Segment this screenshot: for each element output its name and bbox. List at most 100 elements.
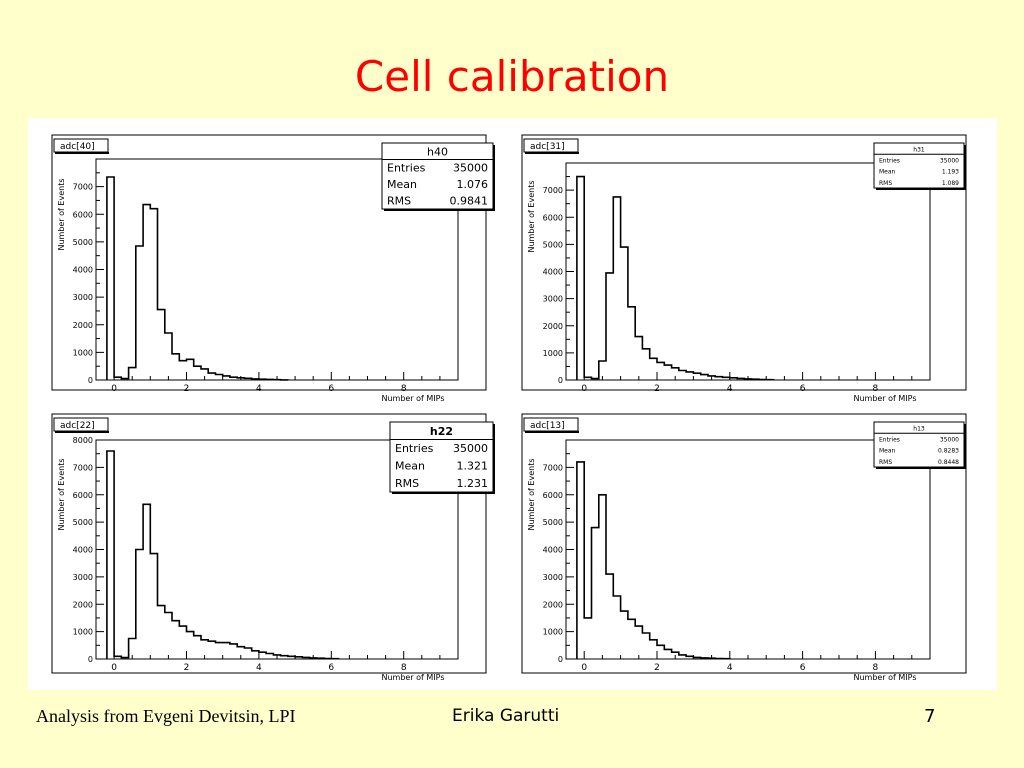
x-tick-label: 2 — [654, 384, 660, 394]
x-tick-label: 0 — [111, 384, 117, 394]
x-tick-label: 6 — [800, 384, 806, 394]
stats-row-value: 1.231 — [457, 477, 489, 490]
y-tick-label: 3000 — [73, 573, 93, 582]
stats-row-label: Mean — [879, 169, 896, 176]
stats-row-label: Mean — [387, 178, 417, 191]
stats-name: h40 — [427, 145, 448, 158]
x-tick-label: 6 — [800, 663, 806, 673]
stats-border — [873, 421, 965, 468]
stats-row-value: 1.089 — [942, 180, 959, 187]
x-axis-label: Number of MIPs — [853, 673, 916, 682]
y-axis-label: Number of Events — [527, 458, 536, 530]
page-number: 7 — [924, 706, 936, 727]
panel-label-box: adc[31] — [523, 138, 579, 154]
x-tick-label: 0 — [581, 384, 587, 394]
x-tick-label: 6 — [328, 384, 334, 394]
stats-row-label: RMS — [387, 194, 411, 207]
y-axis-label: Number of Events — [527, 180, 536, 252]
x-tick-label: 0 — [581, 663, 587, 673]
y-tick-label: 7000 — [73, 183, 93, 192]
x-tick-label: 6 — [328, 663, 334, 673]
x-tick-label: 4 — [727, 663, 733, 673]
x-tick-label: 4 — [256, 663, 262, 673]
stats-box: h22 Entries 35000 Mean 1.321 RMS 1.231 — [389, 421, 495, 494]
stats-box: h31 Entries 35000 Mean 1.193 RMS 1.089 — [873, 142, 966, 190]
stats-border — [381, 142, 494, 210]
panel-label-box: adc[13] — [523, 417, 579, 433]
y-tick-label: 4000 — [73, 266, 93, 275]
x-tick-label: 0 — [111, 663, 117, 673]
x-axis-label: Number of MIPs — [853, 394, 916, 403]
stats-row-value: 1.321 — [457, 460, 489, 473]
y-tick-label: 1000 — [543, 628, 563, 637]
footer-author: Erika Garutti — [452, 706, 560, 726]
y-tick-label: 7000 — [543, 463, 563, 472]
y-tick-label: 3000 — [543, 295, 563, 304]
stats-border — [873, 142, 965, 189]
panel-label: adc[40] — [60, 142, 95, 152]
stats-row-label: RMS — [395, 477, 419, 490]
y-tick-label: 5000 — [73, 518, 93, 527]
stats-row-value: 35000 — [940, 157, 959, 164]
histogram-panel-2: adc[31] 0 2 4 6 8 0 1000 2000 3000 4000 5000 6000 700… — [521, 134, 967, 403]
y-tick-label: 5000 — [543, 518, 563, 527]
y-tick-label: 6000 — [73, 491, 93, 500]
histogram-series — [576, 461, 731, 660]
y-tick-label: 2000 — [543, 322, 563, 331]
y-tick-label: 2000 — [543, 600, 563, 609]
x-axis-label: Number of MIPs — [381, 673, 444, 682]
histogram-series — [106, 450, 340, 660]
y-tick-label: 8000 — [73, 436, 93, 445]
y-tick-label: 4000 — [543, 268, 563, 277]
stats-row-label: Entries — [879, 157, 900, 164]
stats-name: h13 — [913, 425, 925, 432]
stats-border — [389, 421, 494, 493]
histogram-panel-3: adc[22] 0 2 4 6 8 0 1000 2000 3000 4000 5000 6000 700… — [51, 413, 495, 682]
y-tick-label: 5000 — [543, 240, 563, 249]
stats-row-label: Mean — [395, 460, 425, 473]
y-tick-label: 1000 — [543, 349, 563, 358]
y-tick-label: 3000 — [73, 293, 93, 302]
stats-name: h22 — [430, 425, 453, 438]
stats-row-value: 1.076 — [457, 178, 489, 191]
histogram-canvas: adc[40]0 2 4 6 80100020003000400050006000700… — [51, 134, 967, 682]
panel-label: adc[13] — [530, 421, 565, 431]
histogram-series — [576, 175, 775, 381]
y-tick-label: 2000 — [73, 600, 93, 609]
y-tick-label: 0 — [558, 376, 563, 385]
histogram-panel-4: adc[13] 0 2 4 6 8 0 1000 2000 3000 4000 5000 6000 700… — [521, 413, 967, 682]
stats-row-label: Mean — [879, 448, 896, 455]
footer-source: Analysis from Evgeni Devitsin, LPI — [36, 706, 296, 726]
stats-row-value: 35000 — [453, 442, 488, 455]
y-tick-label: 6000 — [73, 210, 93, 219]
stats-row-value: 35000 — [940, 436, 959, 443]
x-tick-label: 2 — [184, 663, 190, 673]
stats-row-value: 1.193 — [942, 169, 959, 176]
x-tick-label: 8 — [401, 663, 407, 673]
x-tick-label: 8 — [401, 384, 407, 394]
stats-row-label: Entries — [879, 436, 900, 443]
y-tick-label: 4000 — [73, 546, 93, 555]
stats-name: h31 — [913, 146, 925, 153]
y-tick-label: 5000 — [73, 238, 93, 247]
stats-row-value: 0.9841 — [450, 194, 489, 207]
stats-row-value: 35000 — [453, 161, 488, 174]
x-tick-label: 8 — [873, 384, 879, 394]
y-axis-label: Number of Events — [57, 458, 66, 530]
y-tick-label: 3000 — [543, 573, 563, 582]
stats-row-label: RMS — [879, 459, 892, 466]
slide-title: Cell calibration — [354, 52, 670, 101]
histogram-figure: adc[40] 0 2 4 6 8 0 1000 2000 3000 4000 5000 6000 700… — [28, 118, 997, 690]
y-tick-label: 7000 — [73, 463, 93, 472]
y-tick-label: 2000 — [73, 321, 93, 330]
x-tick-label: 2 — [184, 384, 190, 394]
stats-row-value: 0.8283 — [938, 448, 959, 455]
stats-row-label: Entries — [387, 161, 426, 174]
y-tick-label: 4000 — [543, 546, 563, 555]
y-tick-label: 0 — [88, 376, 93, 385]
stats-row-value: 0.8448 — [938, 459, 959, 466]
y-tick-label: 0 — [88, 655, 93, 664]
y-tick-label: 7000 — [543, 186, 563, 195]
x-tick-label: 8 — [873, 663, 879, 673]
